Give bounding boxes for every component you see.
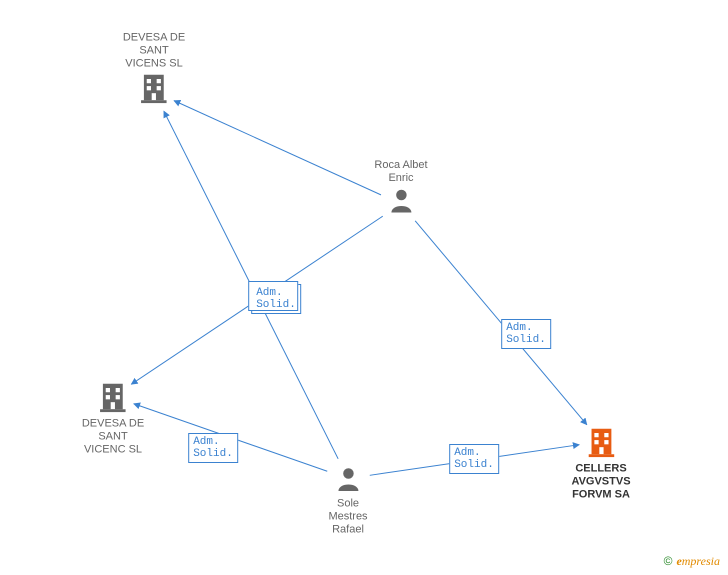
person-icon xyxy=(386,185,416,215)
node-devesa_vicens[interactable]: DEVESA DE SANT VICENS SL xyxy=(123,32,185,109)
building-icon xyxy=(96,380,130,414)
node-cellers[interactable]: CELLERS AVGVSTVS FORVM SA xyxy=(571,425,630,502)
edge-label: Adm. Solid. xyxy=(188,433,238,463)
node-label: CELLERS AVGVSTVS FORVM SA xyxy=(571,463,630,502)
node-sole[interactable]: Sole Mestres Rafael xyxy=(328,464,367,537)
network-diagram: { "canvas": { "width": 728, "height": 57… xyxy=(0,0,728,575)
edge-label: Adm. Solid. xyxy=(251,284,301,314)
building-icon xyxy=(137,71,171,105)
building-icon xyxy=(584,425,618,459)
node-label: Roca Albet Enric xyxy=(374,159,427,185)
edge-label: Adm. Solid. xyxy=(449,444,499,474)
node-roca[interactable]: Roca Albet Enric xyxy=(374,159,427,219)
edge-label: Adm. Solid. xyxy=(501,319,551,349)
node-devesa_vicenc[interactable]: DEVESA DE SANT VICENC SL xyxy=(82,380,144,457)
watermark: ©empresia xyxy=(664,554,720,569)
copyright-symbol: © xyxy=(664,554,673,568)
edge xyxy=(174,101,381,195)
node-label: DEVESA DE SANT VICENC SL xyxy=(82,418,144,457)
person-icon xyxy=(333,464,363,494)
node-label: DEVESA DE SANT VICENS SL xyxy=(123,32,185,71)
node-label: Sole Mestres Rafael xyxy=(328,498,367,537)
